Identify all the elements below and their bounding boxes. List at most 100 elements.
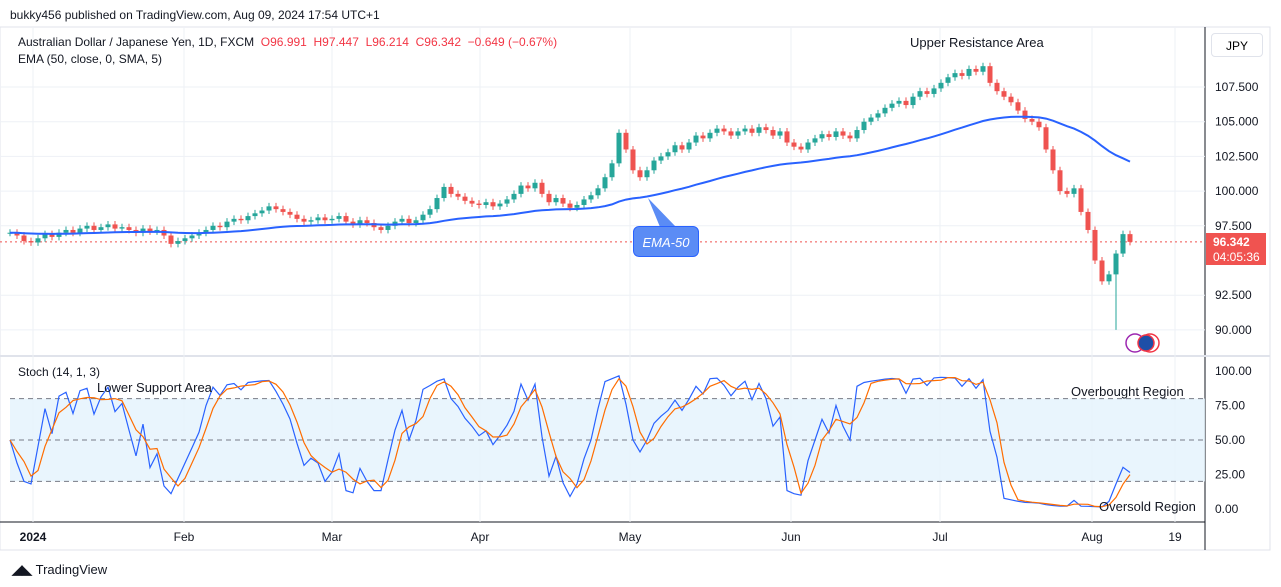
current-price: 96.342 bbox=[1213, 235, 1250, 249]
candle-body bbox=[658, 156, 664, 161]
candle-body bbox=[490, 202, 496, 207]
candle-body bbox=[700, 135, 706, 139]
candle-body bbox=[231, 218, 237, 222]
time-tick-label: Jun bbox=[781, 530, 800, 544]
candle-body bbox=[1071, 188, 1077, 194]
candle-body bbox=[959, 73, 965, 76]
candle-body bbox=[154, 229, 160, 232]
time-tick-label: Apr bbox=[471, 530, 490, 544]
candle-body bbox=[539, 182, 545, 194]
candle-body bbox=[644, 170, 650, 178]
candle-body bbox=[784, 131, 790, 143]
candle-body bbox=[322, 217, 328, 221]
price-tick-label: 90.000 bbox=[1215, 323, 1252, 337]
candle-body bbox=[28, 241, 34, 243]
low-value: L96.214 bbox=[365, 35, 409, 49]
candle-body bbox=[203, 229, 209, 233]
currency-button[interactable]: JPY bbox=[1211, 33, 1263, 57]
open-value: O96.991 bbox=[260, 35, 307, 49]
candle-body bbox=[665, 152, 671, 157]
candle-body bbox=[973, 68, 979, 72]
candle-body bbox=[917, 91, 923, 97]
symbol-legend: Australian Dollar / Japanese Yen, 1D, FX… bbox=[18, 35, 557, 49]
candle-body bbox=[175, 241, 181, 244]
candle-body bbox=[1106, 274, 1112, 282]
candle-body bbox=[896, 100, 902, 104]
candle-body bbox=[308, 220, 314, 222]
candle-body bbox=[189, 235, 195, 239]
candle-body bbox=[483, 202, 489, 205]
upper-resistance-label: Upper Resistance Area bbox=[910, 35, 1044, 50]
candle-body bbox=[616, 132, 622, 164]
candle-body bbox=[455, 193, 461, 197]
ema-legend[interactable]: EMA (50, close, 0, SMA, 5) bbox=[18, 52, 163, 66]
candle-body bbox=[259, 210, 265, 214]
price-tick-label: 92.500 bbox=[1215, 288, 1252, 302]
candle-body bbox=[434, 198, 440, 210]
candle-body bbox=[945, 77, 951, 83]
candle-body bbox=[588, 195, 594, 200]
candle-body bbox=[1099, 260, 1105, 282]
symbol-name: Australian Dollar / Japanese Yen, 1D, FX… bbox=[18, 35, 255, 49]
candle-body bbox=[735, 131, 741, 136]
candle-body bbox=[462, 196, 468, 201]
candle-body bbox=[980, 66, 986, 72]
candle-body bbox=[329, 218, 335, 221]
candle-body bbox=[56, 232, 62, 237]
candle-body bbox=[651, 160, 657, 171]
candle-body bbox=[77, 228, 83, 233]
time-tick-label: 2024 bbox=[20, 530, 47, 544]
price-tick-label: 105.000 bbox=[1215, 115, 1259, 129]
candle-body bbox=[35, 238, 41, 243]
bar-countdown: 04:05:36 bbox=[1213, 250, 1260, 264]
candle-body bbox=[84, 225, 90, 229]
candle-body bbox=[679, 145, 685, 150]
candle-body bbox=[413, 220, 419, 224]
candle-body bbox=[1085, 211, 1091, 230]
candle-body bbox=[826, 134, 832, 137]
candle-body bbox=[910, 96, 916, 106]
candle-body bbox=[749, 128, 755, 133]
stoch-k-line bbox=[9, 374, 1131, 508]
candle-body bbox=[98, 227, 104, 230]
high-value: H97.447 bbox=[313, 35, 359, 49]
candle-body bbox=[693, 135, 699, 143]
stoch-legend[interactable]: Stoch (14, 1, 3) bbox=[18, 365, 101, 379]
candle-body bbox=[994, 82, 1000, 92]
candle-body bbox=[805, 142, 811, 150]
candle-body bbox=[924, 91, 930, 94]
candle-body bbox=[427, 209, 433, 215]
candle-body bbox=[812, 138, 818, 143]
ema-callout-pointer bbox=[648, 198, 676, 227]
oversold-label: Oversold Region bbox=[1099, 499, 1196, 514]
candle-body bbox=[854, 130, 860, 139]
candle-body bbox=[287, 211, 293, 215]
candle-body bbox=[770, 130, 776, 136]
candle-body bbox=[1015, 102, 1021, 111]
candle-body bbox=[448, 186, 454, 194]
candle-body bbox=[952, 73, 958, 78]
candle-body bbox=[546, 193, 552, 203]
candle-body bbox=[553, 198, 559, 203]
logo-icon: ◢◣ bbox=[12, 562, 36, 577]
candle-body bbox=[168, 235, 174, 244]
candle-body bbox=[847, 135, 853, 139]
candle-body bbox=[742, 128, 748, 132]
time-tick-label: Jul bbox=[932, 530, 947, 544]
stoch-d-line bbox=[9, 377, 1131, 508]
candle-body bbox=[1057, 170, 1063, 192]
candle-body bbox=[714, 128, 720, 133]
candle-body bbox=[441, 186, 447, 199]
candle-body bbox=[511, 193, 517, 200]
candle-body bbox=[469, 200, 475, 204]
candle-body bbox=[280, 209, 286, 212]
candle-body bbox=[721, 128, 727, 132]
stoch-tick-label: 25.00 bbox=[1215, 468, 1245, 482]
candle-body bbox=[42, 234, 48, 239]
time-tick-label: 19 bbox=[1168, 530, 1182, 544]
candle-body bbox=[343, 216, 349, 222]
price-tick-label: 100.000 bbox=[1215, 184, 1259, 198]
candle-body bbox=[728, 131, 734, 136]
